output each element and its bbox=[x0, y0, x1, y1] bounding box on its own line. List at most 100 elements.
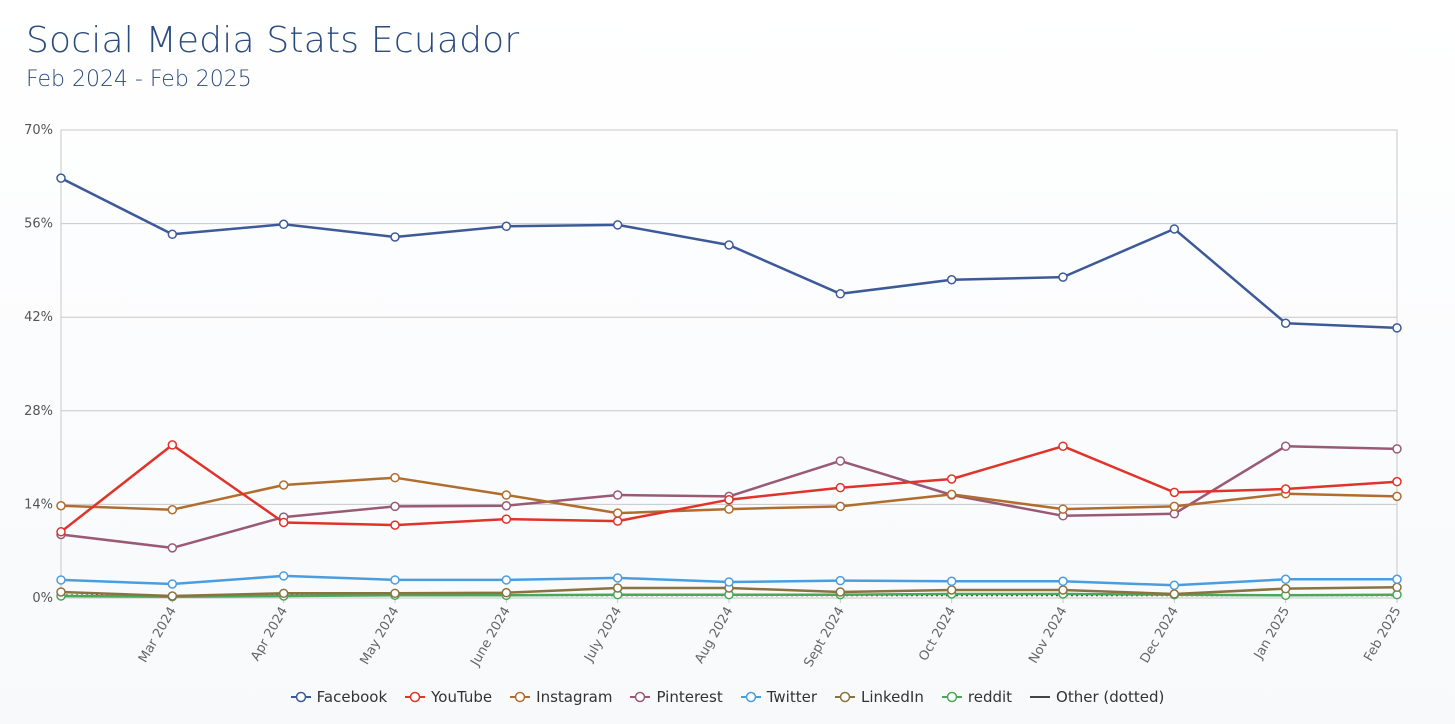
legend-label: Facebook bbox=[316, 688, 388, 706]
data-point-facebook bbox=[724, 240, 734, 250]
x-tick-label: Jan 2025 bbox=[1251, 605, 1293, 663]
legend-marker-reddit bbox=[941, 691, 962, 703]
legend-label: Pinterest bbox=[656, 688, 723, 706]
data-point-instagram bbox=[1058, 504, 1068, 514]
data-point-instagram bbox=[501, 490, 512, 500]
legend-label: Other (dotted) bbox=[1056, 688, 1165, 706]
data-point-linkedin bbox=[1169, 589, 1180, 599]
data-point-linkedin bbox=[835, 587, 846, 597]
data-point-instagram bbox=[835, 501, 846, 512]
data-point-twitter bbox=[835, 575, 846, 586]
data-point-instagram bbox=[612, 508, 623, 518]
data-point-youtube bbox=[390, 520, 400, 530]
chart-legend: Facebook YouTube Instagram Pinterest Twitter… bbox=[0, 688, 1455, 706]
data-point-linkedin bbox=[390, 588, 400, 599]
data-point-linkedin bbox=[56, 587, 66, 597]
data-point-youtube bbox=[56, 527, 66, 537]
legend-item-linkedin[interactable]: LinkedIn bbox=[835, 688, 924, 706]
data-point-linkedin bbox=[1392, 582, 1402, 593]
data-point-twitter bbox=[1280, 574, 1291, 585]
data-point-twitter bbox=[56, 575, 66, 585]
legend-item-facebook[interactable]: Facebook bbox=[290, 688, 388, 706]
y-tick-label: 0% bbox=[32, 591, 53, 606]
data-point-youtube bbox=[1058, 441, 1068, 451]
x-tick-label: Mar 2024 bbox=[136, 605, 180, 666]
data-point-youtube bbox=[1169, 487, 1180, 498]
data-point-twitter bbox=[724, 577, 734, 587]
data-point-facebook bbox=[1392, 323, 1402, 333]
legend-marker-other-dotted bbox=[1030, 696, 1051, 698]
data-point-youtube bbox=[278, 517, 289, 528]
legend-marker-instagram bbox=[510, 691, 531, 703]
data-point-pinterest bbox=[612, 490, 623, 500]
legend-marker-facebook bbox=[290, 691, 311, 703]
data-point-instagram bbox=[278, 480, 289, 490]
data-point-pinterest bbox=[1392, 444, 1402, 454]
legend-marker-pinterest bbox=[630, 691, 651, 703]
data-point-youtube bbox=[724, 494, 734, 505]
series-line-facebook bbox=[60, 176, 1398, 330]
data-point-twitter bbox=[390, 575, 400, 585]
x-tick-label: Dec 2024 bbox=[1138, 605, 1182, 667]
data-point-facebook bbox=[390, 232, 400, 242]
data-point-facebook bbox=[56, 173, 66, 183]
data-point-youtube bbox=[501, 514, 512, 524]
x-tick-label: Nov 2024 bbox=[1026, 605, 1070, 667]
x-tick-label: Feb 2025 bbox=[1361, 605, 1404, 665]
data-point-linkedin bbox=[167, 591, 178, 601]
legend-item-youtube[interactable]: YouTube bbox=[405, 688, 492, 706]
y-tick-label: 70% bbox=[24, 123, 53, 138]
data-point-linkedin bbox=[1280, 583, 1291, 594]
data-point-instagram bbox=[1169, 501, 1180, 512]
data-point-youtube bbox=[835, 482, 846, 493]
data-point-youtube bbox=[167, 440, 178, 450]
data-point-pinterest bbox=[1280, 441, 1291, 451]
data-point-linkedin bbox=[501, 587, 512, 598]
data-point-youtube bbox=[946, 474, 957, 484]
data-point-facebook bbox=[1280, 318, 1291, 328]
data-point-pinterest bbox=[390, 501, 400, 512]
x-tick-label: May 2024 bbox=[357, 605, 402, 668]
legend-marker-youtube bbox=[405, 691, 426, 703]
data-point-instagram bbox=[1392, 491, 1402, 502]
data-point-twitter bbox=[501, 575, 512, 585]
data-point-instagram bbox=[946, 489, 957, 500]
legend-label: reddit bbox=[967, 688, 1013, 706]
legend-item-reddit[interactable]: reddit bbox=[941, 688, 1013, 706]
data-point-facebook bbox=[612, 220, 623, 230]
data-point-youtube bbox=[1280, 484, 1291, 494]
legend-label: Twitter bbox=[766, 688, 817, 706]
data-point-instagram bbox=[167, 504, 178, 515]
y-tick-label: 42% bbox=[24, 310, 53, 325]
data-point-youtube bbox=[612, 516, 623, 526]
data-point-facebook bbox=[1169, 224, 1180, 234]
legend-marker-linkedin bbox=[835, 691, 855, 703]
data-point-twitter bbox=[1169, 580, 1180, 591]
data-point-instagram bbox=[390, 472, 400, 483]
data-point-linkedin bbox=[946, 585, 957, 595]
data-point-linkedin bbox=[612, 583, 623, 593]
legend-item-twitter[interactable]: Twitter bbox=[740, 688, 817, 706]
data-point-twitter bbox=[167, 579, 178, 589]
legend-label: Instagram bbox=[536, 688, 613, 706]
x-tick-label: June 2024 bbox=[468, 605, 514, 670]
y-tick-label: 14% bbox=[24, 497, 53, 512]
data-point-facebook bbox=[1058, 272, 1068, 282]
data-point-linkedin bbox=[1058, 585, 1068, 595]
chart-title: Social Media Stats Ecuador bbox=[26, 20, 520, 61]
x-tick-label: Oct 2024 bbox=[916, 605, 959, 664]
legend-item-pinterest[interactable]: Pinterest bbox=[630, 688, 723, 706]
data-point-pinterest bbox=[167, 543, 178, 553]
data-point-instagram bbox=[56, 500, 66, 511]
legend-label: YouTube bbox=[431, 688, 493, 706]
data-point-facebook bbox=[835, 289, 846, 299]
chart-subtitle: Feb 2024 - Feb 2025 bbox=[26, 67, 252, 92]
data-point-facebook bbox=[946, 275, 957, 285]
x-tick-label: July 2024 bbox=[581, 605, 625, 666]
legend-item-other-dotted[interactable]: Other (dotted) bbox=[1030, 688, 1164, 706]
x-tick-label: Aug 2024 bbox=[692, 605, 736, 667]
data-point-twitter bbox=[946, 576, 957, 587]
legend-item-instagram[interactable]: Instagram bbox=[510, 688, 612, 706]
